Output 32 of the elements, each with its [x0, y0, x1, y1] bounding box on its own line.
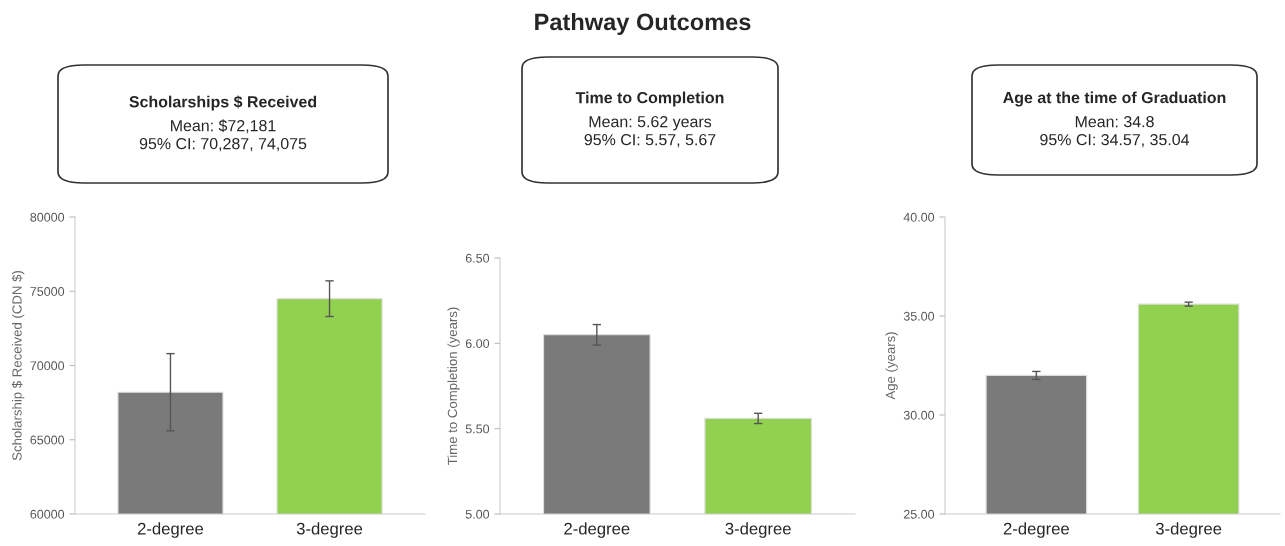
y-tick-label: 30.00	[903, 410, 935, 420]
chart-title: Time to Completion	[575, 91, 724, 107]
y-tick-label: 25.00	[903, 509, 935, 519]
chart-title: Age at the time of Graduation	[1003, 91, 1226, 107]
text: Pathway Outcomes	[535, 13, 751, 35]
text: Mean: 5.62 years	[589, 115, 712, 131]
y-tick-label: 70000	[30, 361, 65, 371]
text: 95% CI: 34.57, 35.04	[1040, 133, 1190, 148]
x-tick-label: 3-degree	[1155, 522, 1222, 538]
y-axis-title: Age (years)	[885, 332, 898, 400]
y-tick-label: 5.50	[465, 424, 490, 434]
y-tick-label: 6.00	[465, 339, 490, 348]
x-tick-label: 3-degree	[296, 522, 363, 538]
y-tick-label: 60000	[30, 509, 65, 519]
y-tick-label: 75000	[30, 287, 65, 296]
x-tick-label: 2-degree	[564, 522, 630, 538]
text: Mean: 34.8	[1075, 115, 1154, 128]
y-tick-label: 35.00	[903, 311, 935, 321]
x-tick-label: 2-degree	[137, 522, 204, 538]
y-axis-title: Time to Completion (years)	[447, 307, 460, 466]
x-tick-label: 3-degree	[725, 522, 791, 538]
x-tick-label: 2-degree	[1003, 522, 1069, 538]
y-tick-label: 80000	[30, 212, 65, 222]
chart-title: Scholarships $ Received	[129, 95, 317, 111]
y-tick-label: 5.00	[465, 509, 490, 519]
text: Mean: $72,181	[171, 119, 276, 134]
y-tick-label: 40.00	[903, 212, 935, 222]
text: 95% CI: 70,287, 74,075	[139, 137, 307, 152]
y-axis-title: Scholarship $ Received (CDN $)	[11, 270, 25, 461]
y-tick-label: 6.50	[465, 253, 490, 263]
text: 95% CI: 5.57, 5.67	[584, 133, 716, 148]
y-tick-label: 65000	[30, 435, 65, 445]
